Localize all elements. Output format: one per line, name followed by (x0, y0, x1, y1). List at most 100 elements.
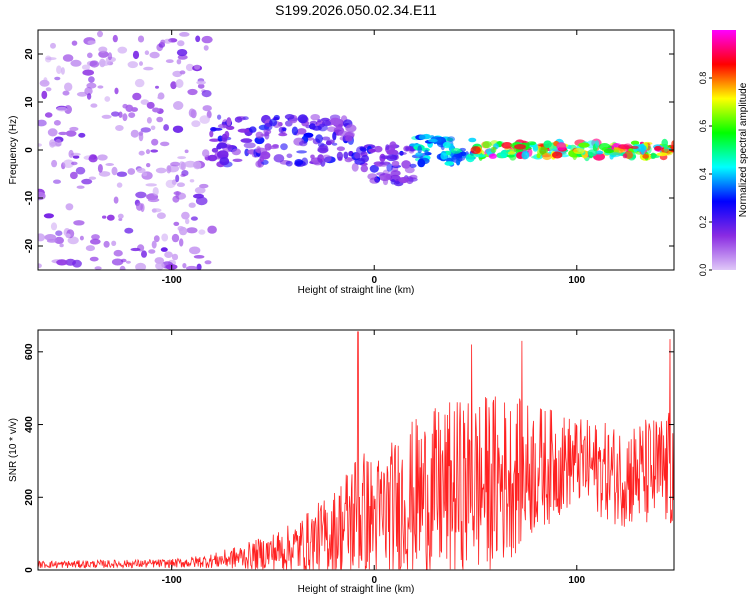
heatmap-cell (188, 202, 196, 208)
heatmap-cell (151, 208, 157, 213)
heatmap-cell (75, 166, 86, 175)
y-tick-label: 0 (24, 567, 35, 573)
heatmap-cell (368, 148, 376, 153)
heatmap-cell (166, 165, 172, 174)
snr-frame (37, 329, 675, 571)
heatmap-cell (184, 160, 197, 168)
heatmap-cell (476, 154, 486, 158)
heatmap-cell (202, 149, 210, 158)
heatmap-cell (284, 114, 295, 120)
heatmap-cell (219, 157, 230, 166)
heatmap-cell (165, 59, 174, 63)
heatmap-cell (543, 140, 552, 148)
heatmap-cell (201, 90, 212, 98)
heatmap-cell (185, 63, 194, 72)
heatmap-cell (53, 179, 61, 184)
heatmap-cell (196, 263, 202, 270)
x-tick-label: 100 (568, 275, 585, 286)
heatmap-cell (207, 225, 217, 234)
heatmap-cell (136, 202, 143, 211)
heatmap-cell (111, 258, 124, 266)
heatmap-cell (90, 103, 98, 108)
heatmap-cell (209, 130, 214, 138)
heatmap-cell (310, 154, 315, 160)
heatmap-cell (263, 122, 273, 131)
heatmap-cell (56, 65, 62, 74)
heatmap-cell (88, 76, 95, 83)
heatmap-cell (189, 179, 195, 183)
heatmap-cell (147, 197, 160, 203)
snr-series-line (37, 331, 675, 570)
heatmap-cell (164, 251, 173, 258)
heatmap-cell (573, 147, 585, 155)
heatmap-cell (65, 233, 71, 238)
heatmap-cell (140, 99, 149, 105)
y-tick-label: 200 (24, 488, 35, 505)
x-tick-label: 0 (371, 275, 377, 286)
heatmap-cell (237, 128, 250, 133)
heatmap-cell (160, 247, 168, 252)
heatmap-cell (202, 105, 212, 112)
heatmap-cell (152, 107, 160, 113)
heatmap-cell (175, 79, 184, 88)
heatmap-cell (53, 120, 61, 126)
y-tick-label: 600 (24, 343, 35, 360)
heatmap-cell (415, 152, 423, 157)
heatmap-cell (190, 216, 198, 221)
heatmap-cell (84, 87, 93, 96)
heatmap-cell (81, 64, 91, 70)
heatmap-cell (398, 177, 409, 184)
heatmap-cell (180, 173, 186, 177)
heatmap-cell (630, 145, 639, 150)
heatmap-cell (264, 131, 270, 140)
heatmap-cell (455, 154, 466, 162)
heatmap-cell (176, 49, 188, 57)
heatmap-cell (70, 59, 82, 67)
heatmap-cell (401, 160, 411, 169)
x-tick-label: 100 (568, 575, 585, 586)
heatmap-cell (403, 145, 411, 152)
heatmap-cell (609, 152, 621, 158)
heatmap-cell (150, 125, 156, 131)
heatmap-cell (321, 154, 332, 163)
heatmap-cell (640, 146, 645, 155)
heatmap-cell (317, 145, 329, 154)
heatmap-cell (296, 128, 307, 135)
heatmap-cell (98, 171, 111, 177)
heatmap-cell (404, 166, 415, 174)
heatmap-cell (116, 171, 128, 177)
heatmap-cell (139, 61, 143, 66)
heatmap-cell (73, 220, 85, 226)
heatmap-cell (440, 152, 448, 160)
heatmap-cell (132, 92, 142, 101)
y-tick-label: 400 (24, 416, 35, 433)
heatmap-cell (58, 131, 68, 136)
heatmap-cell (379, 161, 391, 165)
heatmap-cell (217, 142, 228, 149)
heatmap-cell (178, 161, 185, 170)
heatmap-cell (338, 130, 349, 137)
heatmap-cell (360, 147, 367, 152)
heatmap-cell (442, 141, 451, 149)
heatmap-cell (450, 147, 462, 154)
heatmap-cell (204, 260, 212, 265)
heatmap-cell (380, 155, 391, 159)
heatmap-cell (69, 126, 79, 132)
heatmap-cell (90, 238, 101, 245)
heatmap-cell (145, 149, 151, 155)
heatmap-cell (654, 146, 662, 151)
heatmap-cell (140, 127, 151, 133)
heatmap-cell (65, 130, 77, 137)
heatmap-cell (209, 138, 221, 142)
heatmap-cell (248, 126, 257, 133)
heatmap-cell (138, 150, 145, 156)
heatmap-cell (177, 40, 185, 47)
heatmap-cell (163, 38, 172, 44)
heatmap-cell (217, 114, 222, 120)
heatmap-cell (264, 143, 272, 151)
heatmap-cell (98, 46, 108, 53)
heatmap-cell (117, 46, 128, 54)
heatmap-cell (176, 59, 182, 65)
heatmap-cell (195, 35, 201, 43)
heatmap-cell (47, 128, 58, 137)
